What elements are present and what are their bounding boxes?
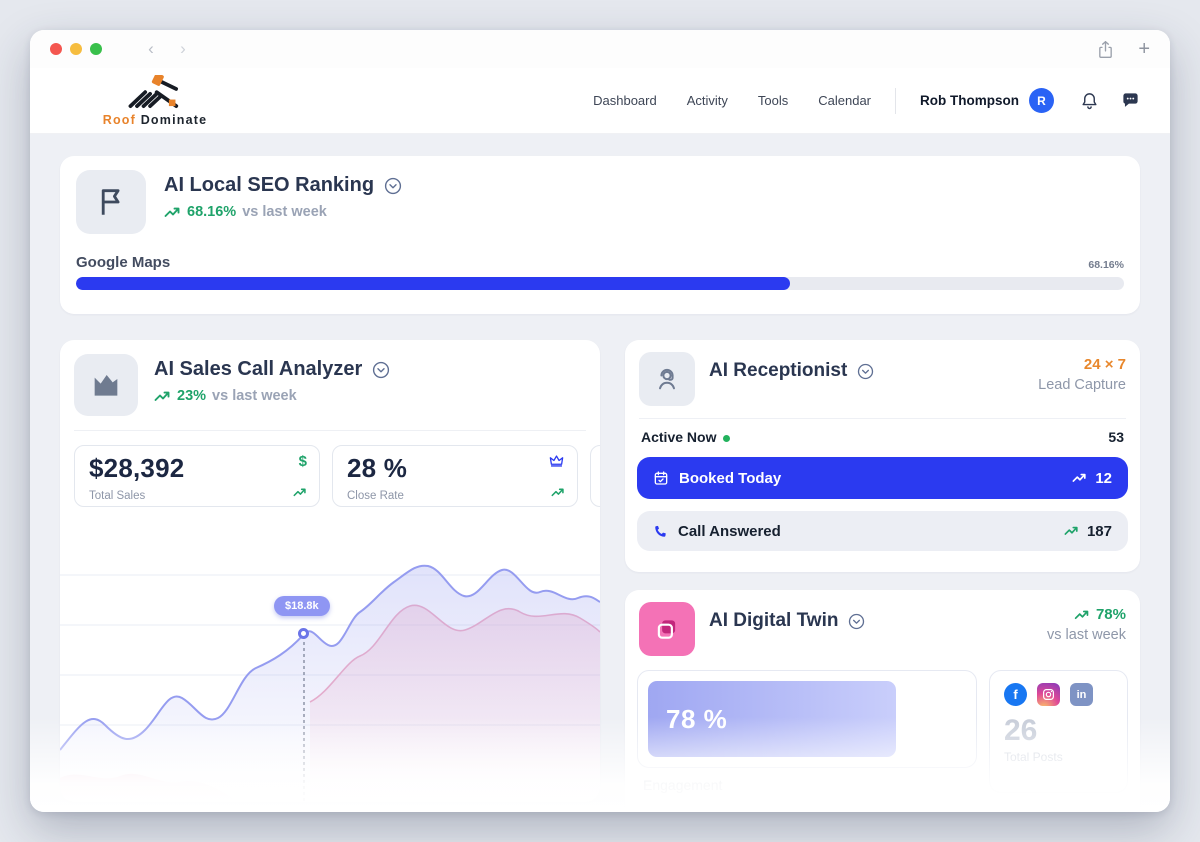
google-maps-value: 68.16%: [1088, 259, 1124, 271]
twin-trend-suffix: vs last week: [1047, 627, 1126, 643]
seo-trend-value: 68.16%: [187, 204, 237, 220]
chart-point[interactable]: [298, 628, 309, 639]
chart-tooltip: $18.8k: [274, 596, 330, 616]
engagement-meter: 78 %: [637, 670, 977, 768]
nav-activity[interactable]: Activity: [686, 93, 728, 108]
total-posts-label: Total Posts: [1004, 750, 1063, 764]
twin-trend-value: 78%: [1095, 606, 1126, 623]
close-rate-value: 28 %: [347, 453, 408, 483]
area-chart-icon: [74, 354, 138, 416]
roof-hammer-logo-icon: [122, 74, 188, 111]
seo-trend-suffix: vs last week: [242, 204, 327, 220]
mini-trend-icon: [293, 484, 307, 502]
receptionist-icon: [639, 352, 695, 406]
facebook-icon[interactable]: f: [1004, 683, 1027, 706]
call-answered-label: Call Answered: [678, 522, 781, 540]
nav-dashboard[interactable]: Dashboard: [593, 93, 657, 108]
sales-trend-suffix: vs last week: [212, 388, 297, 404]
chevron-down-icon[interactable]: [384, 177, 402, 195]
logo-text: Roof Dominate: [102, 112, 208, 127]
header-divider: [895, 87, 897, 114]
seo-progress-fill: [76, 277, 791, 290]
booked-today-row[interactable]: Booked Today 12: [637, 457, 1128, 499]
receptionist-card-title: AI Receptionist: [709, 360, 848, 381]
user-name[interactable]: Rob Thompson: [920, 93, 1019, 108]
digital-twin-card-title: AI Digital Twin: [709, 610, 839, 631]
calendar-check-icon: [653, 470, 669, 486]
trend-up-icon: [164, 207, 181, 218]
call-answered-value: 187: [1086, 522, 1112, 540]
total-sales-label: Total Sales: [89, 490, 146, 502]
nav-tools[interactable]: Tools: [757, 93, 789, 108]
digital-twin-card: AI Digital Twin: [625, 590, 1140, 812]
badge-24x7: 24 × 7: [1083, 356, 1126, 373]
sales-trend-value: 23%: [177, 388, 207, 404]
dashboard-content: AI Local SEO Ranking: [30, 134, 1170, 812]
seo-progress-track: [76, 277, 1124, 290]
engagement-value: 78 %: [666, 703, 728, 734]
sales-analyzer-card: AI Sales Call Analyzer: [60, 340, 600, 802]
minimize-window-button[interactable]: [70, 43, 82, 55]
chat-icon[interactable]: [1121, 91, 1140, 110]
receptionist-card: AI Receptionist 24 × 7 Lead Capture Acti…: [625, 340, 1140, 572]
google-maps-label: Google Maps: [76, 254, 171, 271]
traffic-lights: [50, 43, 102, 55]
bell-icon[interactable]: [1080, 91, 1099, 111]
flag-icon: [76, 170, 146, 234]
close-rate-stat[interactable]: 28 % Close Rate: [332, 445, 578, 507]
total-posts-box: f in 26 Total Posts: [989, 670, 1128, 793]
instagram-icon[interactable]: [1037, 683, 1060, 706]
engagement-label: Engagement: [643, 777, 723, 793]
clipped-stat[interactable]: [590, 445, 600, 507]
lead-capture-label: Lead Capture: [1038, 377, 1126, 393]
browser-chrome: ‹ › +: [30, 30, 1170, 68]
linkedin-icon[interactable]: in: [1070, 683, 1093, 706]
sales-chart: $18.8k: [60, 540, 600, 802]
engagement-fill: 78 %: [648, 681, 897, 757]
booked-today-value: 12: [1095, 469, 1112, 487]
share-icon[interactable]: [1097, 40, 1114, 59]
sales-stats-row: $28,392 $ Total Sales 28 %: [74, 445, 600, 507]
mini-trend-icon: [551, 484, 565, 502]
chevron-down-icon[interactable]: [848, 613, 865, 630]
trend-up-icon: [1064, 526, 1079, 536]
roof-dominate-logo[interactable]: Roof Dominate: [100, 74, 210, 127]
active-now-value: 53: [1108, 429, 1124, 445]
online-status-dot: [723, 435, 731, 442]
chevron-down-icon[interactable]: [857, 363, 874, 380]
phone-icon: [653, 524, 668, 539]
browser-back-icon[interactable]: ‹: [148, 39, 154, 58]
close-rate-label: Close Rate: [347, 490, 404, 502]
main-nav: Dashboard Activity Tools Calendar: [593, 93, 871, 108]
seo-card-title: AI Local SEO Ranking: [164, 174, 375, 196]
trend-up-icon: [154, 391, 171, 402]
booked-today-label: Booked Today: [679, 469, 782, 487]
trend-up-icon: [1072, 473, 1087, 483]
maximize-window-button[interactable]: [90, 43, 102, 55]
new-tab-icon[interactable]: +: [1138, 38, 1150, 60]
close-window-button[interactable]: [50, 43, 62, 55]
chevron-down-icon[interactable]: [372, 361, 390, 379]
user-avatar[interactable]: R: [1029, 88, 1054, 113]
crown-icon: [548, 453, 565, 473]
browser-window: ‹ › +: [30, 30, 1170, 812]
browser-forward-icon[interactable]: ›: [180, 39, 186, 58]
active-now-label: Active Now: [641, 429, 717, 445]
digital-twin-icon: [639, 602, 695, 656]
total-sales-value: $28,392: [89, 453, 185, 483]
dollar-icon: $: [298, 453, 307, 470]
active-now-row[interactable]: Active Now 53: [639, 418, 1126, 455]
total-posts-value: 26: [1004, 714, 1038, 747]
sales-card-title: AI Sales Call Analyzer: [154, 358, 363, 380]
nav-calendar[interactable]: Calendar: [818, 93, 872, 108]
app-header: Roof Dominate Dashboard Activity Tools C…: [30, 68, 1170, 134]
trend-up-icon: [1074, 610, 1090, 620]
total-sales-stat[interactable]: $28,392 $ Total Sales: [74, 445, 320, 507]
seo-ranking-card: AI Local SEO Ranking: [60, 156, 1140, 314]
call-answered-row[interactable]: Call Answered 187: [637, 511, 1128, 551]
